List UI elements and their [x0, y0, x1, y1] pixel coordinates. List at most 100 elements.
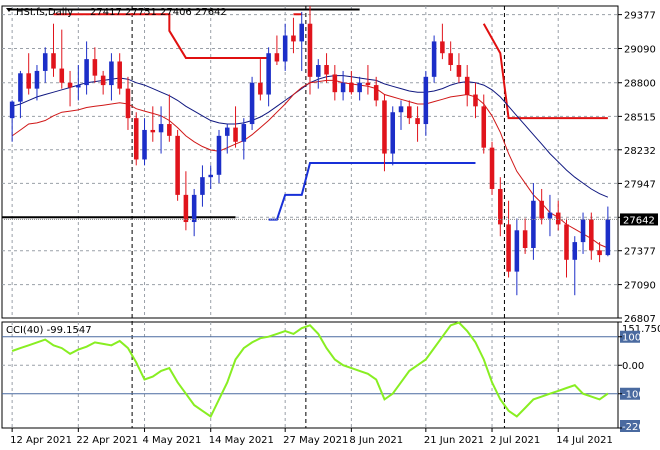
price-tick-label: 27947 [624, 179, 656, 190]
candle-body [84, 59, 89, 86]
trailing-stop-red [482, 23, 608, 120]
candle-body [9, 101, 15, 119]
candle-body [117, 61, 122, 89]
candle-body [109, 61, 114, 86]
candle-body [315, 65, 321, 77]
candle-body [365, 82, 371, 86]
cci-tick-label: 100 [622, 333, 641, 344]
cci-level-lines [2, 336, 618, 395]
current-price-label: 27642 [623, 215, 655, 226]
chart-header-ohlc: 27417 27751 27406 27642 [90, 7, 227, 18]
candle-body [382, 100, 387, 154]
candle-body [233, 127, 238, 142]
time-tick-label: 2 Jul 2021 [490, 435, 540, 446]
candle-body [51, 53, 56, 69]
trailing-stop-red [53, 13, 269, 59]
cci-title: CCI(40) -99.1547 [6, 325, 92, 336]
candle-body [597, 250, 602, 256]
candle-body [522, 230, 528, 248]
candle-body [42, 53, 48, 71]
candle-body [133, 118, 139, 160]
candle-body [489, 147, 495, 189]
time-tick-label: 22 Apr 2021 [76, 435, 138, 446]
candle-body [415, 118, 420, 125]
cci-tick-label: -220.183 [622, 422, 660, 433]
candle-body [498, 188, 503, 225]
cci-axis: 151.7509100 0.00 -100 -220.183 [618, 321, 660, 433]
price-tick-label: 26807 [624, 314, 656, 325]
candle-body [18, 73, 23, 102]
chart-header-symbol: HSI.fs,Daily [16, 7, 73, 18]
candle-body [440, 41, 445, 54]
time-tick-label: 14 Jul 2021 [556, 435, 613, 446]
candle-body [282, 35, 288, 62]
price-tick-label: 29377 [624, 11, 656, 22]
candle-body [307, 23, 313, 77]
candle-body [67, 82, 73, 88]
candle-body [448, 53, 453, 66]
time-tick-label: 27 May 2021 [283, 435, 348, 446]
price-tick-label: 28515 [624, 112, 656, 123]
cci-level-tag [620, 387, 640, 400]
candle-body [481, 106, 487, 148]
time-tick-label: 12 Apr 2021 [10, 435, 72, 446]
cci-tick-label: 151.7509 [622, 324, 660, 335]
candle-body [200, 177, 205, 195]
candle-body [349, 82, 354, 93]
candle-body [175, 135, 180, 195]
candle-body [506, 224, 511, 272]
time-tick-label: 4 May 2021 [143, 435, 202, 446]
cci-level-tag [620, 330, 640, 343]
cci-tick-label: 0.00 [622, 361, 644, 372]
candle-body [241, 124, 247, 142]
candle-body [142, 129, 147, 160]
candle-body [564, 224, 569, 260]
candle-body [531, 200, 536, 248]
candle-body [423, 76, 429, 125]
cci-pane-frame [1, 321, 619, 429]
collapse-triangle-icon[interactable] [6, 8, 12, 12]
candle-body [373, 85, 379, 101]
candle-body [167, 124, 172, 136]
candle-body [216, 135, 222, 175]
candle-body [572, 242, 578, 260]
time-tick-label: 8 Jun 2021 [349, 435, 403, 446]
candle-body [390, 112, 396, 154]
current-price-tag [620, 213, 658, 226]
trailing-stop-blue [268, 162, 476, 221]
candle-body [539, 200, 544, 219]
time-tick-label: 21 Jun 2021 [424, 435, 484, 446]
candle-body [398, 106, 404, 113]
cci-tick-label: -100 [622, 390, 645, 401]
price-tick-label: 27090 [624, 281, 656, 292]
candle-body [547, 212, 553, 219]
candle-body [589, 219, 594, 251]
candle-body [224, 127, 230, 136]
candle-body [580, 219, 586, 243]
trailing-stops [2, 8, 608, 221]
cci-line [11, 321, 609, 418]
candle-body [266, 53, 271, 95]
candle-body [357, 82, 362, 93]
candle-body [26, 73, 31, 89]
candle-body [208, 174, 213, 178]
candle-body [158, 124, 164, 133]
candle-body [407, 106, 412, 119]
candle-body [332, 74, 338, 93]
candle-body [34, 70, 40, 89]
price-tick-label: 28232 [624, 146, 656, 157]
candle-body [76, 85, 81, 88]
candle-body [464, 76, 470, 95]
price-tick-label: 29090 [624, 44, 656, 55]
candle-body [473, 94, 478, 107]
cci-level-tag [620, 420, 640, 432]
x-axis: 12 Apr 2021 22 Apr 2021 4 May 2021 14 May 2… [10, 428, 613, 446]
candle-body [324, 65, 329, 75]
candle-body [249, 82, 255, 125]
candle-body [100, 75, 106, 86]
time-tick-label: 14 May 2021 [209, 435, 274, 446]
candle-body [92, 59, 98, 76]
candle-body [150, 129, 156, 133]
